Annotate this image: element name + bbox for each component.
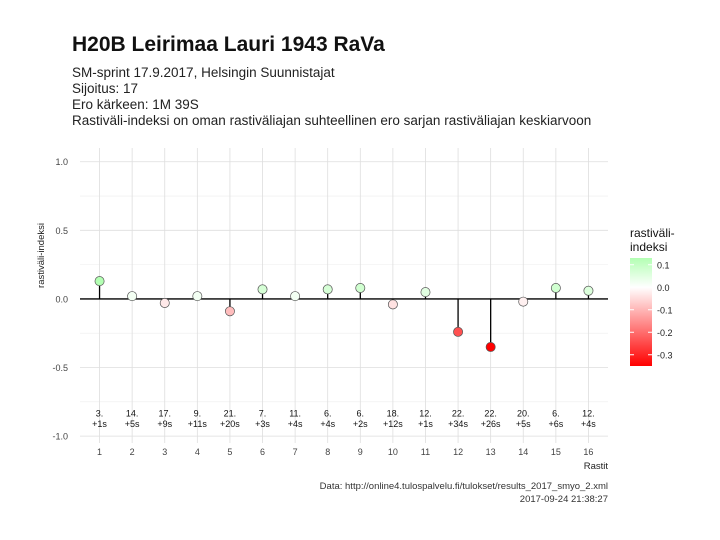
annotation-rank: 6. [357,409,365,419]
annotation-diff: +1s [418,419,433,429]
annotation-rank: 18. [387,409,400,419]
data-point [290,291,301,302]
chart-title: H20B Leirimaa Lauri 1943 RaVa [72,33,385,56]
x-tick-label: 13 [486,447,496,457]
annotation-diff: +12s [383,419,403,429]
data-point [127,291,138,302]
data-point [453,326,464,337]
y-tick-label: 0.5 [55,226,68,236]
legend-tick-label: -0.3 [657,350,673,360]
x-axis-label: Rastit [584,461,609,472]
data-point [387,299,398,310]
data-point [159,298,170,308]
annotation-rank: 11. [289,409,301,419]
legend-tick-label: -0.1 [657,305,673,315]
annotation-diff: +1s [92,419,107,429]
x-tick-label: 10 [388,447,398,457]
annotation-diff: +4s [320,419,335,429]
x-tick-label: 6 [260,447,265,457]
annotation-rank: 17. [158,409,171,419]
annotation-diff: +9s [157,419,172,429]
annotation-diff: +5s [516,419,531,429]
annotation-diff: +6s [548,419,563,429]
subtitle-line-4: Rastiväli-indeksi on oman rastiväliajan … [72,113,592,128]
subtitle-line-3: Ero kärkeen: 1M 39S [72,97,199,112]
x-tick-label: 12 [453,447,463,457]
data-point [550,283,561,293]
y-tick-label: -0.5 [52,363,68,373]
caption-source: Data: http://online4.tulospalvelu.fi/tul… [319,481,608,492]
subtitle-line-1: SM-sprint 17.9.2017, Helsingin Suunnista… [72,65,335,80]
annotation-rank: 14. [126,409,139,419]
annotation-diff: +34s [448,419,468,429]
annotation-rank: 22. [484,409,497,419]
x-tick-label: 9 [358,447,363,457]
legend-colorbar [630,258,652,366]
data-point [485,342,496,352]
annotation-rank: 3. [96,409,104,419]
annotation-rank: 12. [419,409,432,419]
annotation-diff: +5s [125,419,140,429]
data-point [257,284,268,295]
data-point [192,291,203,302]
annotation-rank: 20. [517,409,530,419]
data-point [224,306,235,317]
x-tick-label: 2 [130,447,135,457]
y-tick-label: 1.0 [55,157,68,167]
data-point [583,285,594,296]
data-point [322,284,333,295]
x-tick-label: 4 [195,447,200,457]
annotation-rank: 9. [194,409,202,419]
legend-tick-label: 0.0 [657,283,670,293]
data-point [518,296,529,307]
x-tick-label: 14 [518,447,528,457]
legend-title-line-2: indeksi [630,240,667,254]
x-tick-label: 5 [227,447,232,457]
subtitle-line-2: Sijoitus: 17 [72,81,139,96]
annotation-rank: 22. [452,409,465,419]
x-tick-label: 1 [97,447,102,457]
data-point [355,283,366,293]
annotation-diff: +26s [481,419,501,429]
annotation-rank: 21. [224,409,237,419]
data-point [420,287,431,298]
y-tick-label: -1.0 [52,432,68,442]
y-axis-label: rastiväli-indeksi [36,223,47,288]
annotation-diff: +3s [255,419,270,429]
annotation-diff: +11s [188,419,208,429]
data-point [94,276,105,287]
legend-tick-label: -0.2 [657,328,673,338]
annotation-diff: +4s [288,419,303,429]
annotation-rank: 6. [552,409,560,419]
legend-tick-label: 0.1 [657,260,670,270]
annotation-diff: +4s [581,419,596,429]
x-tick-label: 16 [583,447,593,457]
legend-title-line-1: rastiväli- [630,226,675,240]
x-tick-label: 8 [325,447,330,457]
x-tick-label: 11 [421,447,430,457]
annotation-rank: 12. [582,409,595,419]
annotation-diff: +2s [353,419,368,429]
annotation-diff: +20s [220,419,240,429]
x-tick-label: 3 [162,447,167,457]
x-tick-label: 7 [293,447,298,457]
y-tick-label: 0.0 [55,294,68,304]
caption-timestamp: 2017-09-24 21:38:27 [519,494,608,505]
annotation-rank: 6. [324,409,332,419]
x-tick-label: 15 [551,447,561,457]
annotation-rank: 7. [259,409,267,419]
